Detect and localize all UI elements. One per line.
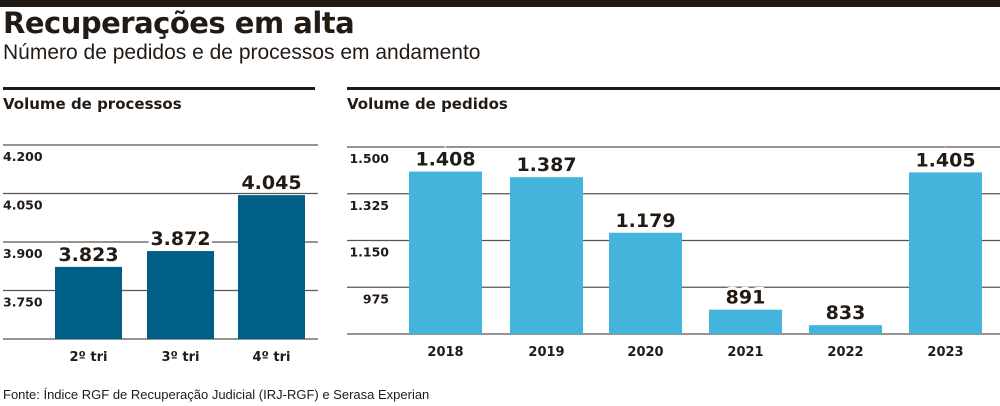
pedidos-category-label: 2019 (528, 345, 564, 360)
pedidos-chart-title: Volume de pedidos (347, 95, 508, 113)
pedidos-section-rule (347, 87, 1000, 90)
pedidos-bar (909, 172, 982, 334)
processos-bar (55, 266, 122, 339)
page-title: Recuperações em alta (3, 6, 355, 40)
processos-category-label: 3º tri (162, 350, 200, 365)
top-rule (0, 0, 1000, 7)
processos-ytick-label: 4.200 (3, 149, 43, 164)
pedidos-value-label: 1.179 (615, 210, 675, 232)
pedidos-category-label: 2021 (727, 345, 763, 360)
pedidos-bar (609, 232, 682, 334)
pedidos-value-label: 833 (826, 302, 866, 324)
pedidos-value-label: 1.408 (415, 149, 475, 171)
pedidos-category-label: 2020 (627, 345, 663, 360)
pedidos-category-label: 2022 (827, 345, 863, 360)
pedidos-ytick-label: 1.500 (349, 151, 389, 166)
pedidos-value-label: 1.405 (915, 149, 975, 171)
pedidos-value-label: 1.387 (516, 154, 576, 176)
pedidos-category-label: 2023 (927, 345, 963, 360)
pedidos-ytick-label: 1.325 (349, 198, 389, 213)
pedidos-value-label: 891 (726, 287, 766, 309)
processos-ytick-label: 4.050 (3, 198, 43, 213)
source-note: Fonte: Índice RGF de Recuperação Judicia… (3, 387, 430, 402)
pedidos-ytick-label: 1.150 (349, 245, 389, 260)
processos-value-label: 3.872 (150, 228, 210, 250)
processos-ytick-label: 3.900 (3, 246, 43, 261)
pedidos-ytick-label: 975 (363, 291, 389, 306)
processos-ytick-label: 3.750 (3, 295, 43, 310)
page-subtitle: Número de pedidos e de processos em anda… (3, 41, 481, 64)
processos-section-rule (3, 87, 315, 90)
pedidos-bar (809, 325, 882, 334)
processos-value-label: 3.823 (58, 244, 118, 266)
processos-chart-title: Volume de processos (3, 95, 182, 113)
processos-bar (147, 251, 214, 339)
processos-bar (238, 195, 305, 339)
processos-category-label: 2º tri (70, 350, 108, 365)
pedidos-bar (709, 309, 782, 334)
pedidos-category-label: 2018 (427, 345, 463, 360)
pedidos-bar (510, 177, 583, 334)
processos-category-label: 4º tri (253, 350, 291, 365)
pedidos-bar (409, 171, 482, 334)
processos-value-label: 4.045 (241, 172, 301, 194)
